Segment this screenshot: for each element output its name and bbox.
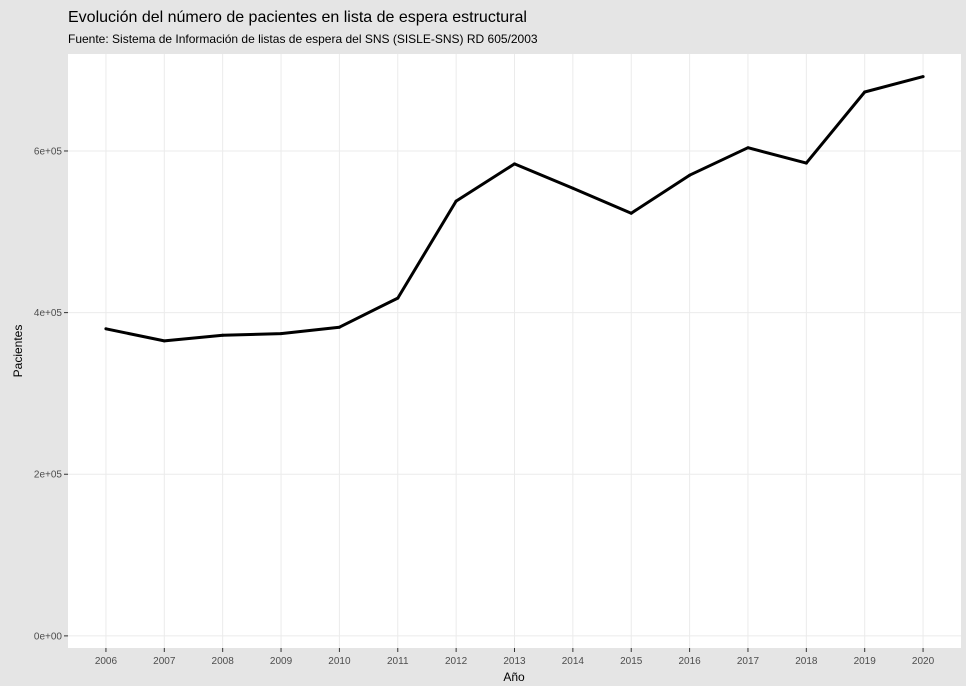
data-point	[921, 75, 925, 79]
y-axis-title: Pacientes	[11, 325, 25, 378]
data-point	[513, 162, 516, 166]
x-tick-label: 2015	[620, 656, 643, 667]
x-tick-label: 2020	[912, 656, 935, 667]
x-tick-label: 2012	[445, 656, 468, 667]
x-tick-label: 2019	[854, 656, 877, 667]
horizontal-gridlines	[68, 150, 961, 637]
data-point	[454, 199, 458, 203]
x-axis-title: Año	[503, 670, 525, 684]
chart-subtitle: Fuente: Sistema de Información de listas…	[68, 32, 538, 46]
data-point	[221, 333, 225, 337]
x-tick-label: 2008	[212, 656, 235, 667]
data-point	[104, 327, 108, 331]
x-tick-label: 2016	[678, 656, 701, 667]
data-point	[279, 332, 283, 336]
series-layer	[104, 75, 925, 343]
data-point	[162, 339, 166, 343]
y-tick-label: 6e+05	[34, 146, 63, 157]
x-tick-label: 2013	[503, 656, 526, 667]
y-tick-label: 4e+05	[34, 308, 63, 319]
y-tick-label: 0e+00	[34, 631, 63, 642]
x-tick-label: 2009	[270, 656, 293, 667]
chart-title: Evolución del número de pacientes en lis…	[68, 9, 527, 26]
vertical-gridlines	[105, 54, 924, 648]
x-axis-ticks: 2006 2007 2008 2009 2010 2011 2012 2013 2014 2015…	[95, 648, 935, 667]
data-point	[629, 211, 633, 215]
y-axis-ticks: 0e+00 2e+05 4e+05 6e+05	[34, 146, 68, 642]
data-point	[571, 186, 575, 190]
x-tick-label: 2010	[328, 656, 351, 667]
x-tick-label: 2011	[387, 656, 409, 667]
data-point	[746, 146, 750, 150]
data-point	[337, 325, 341, 329]
x-tick-label: 2014	[562, 656, 585, 667]
data-point	[396, 296, 400, 300]
data-point	[863, 90, 867, 94]
x-tick-label: 2006	[95, 656, 118, 667]
y-tick-label: 2e+05	[34, 470, 63, 481]
data-point	[688, 173, 692, 177]
x-tick-label: 2007	[153, 656, 176, 667]
data-point	[804, 161, 808, 165]
x-tick-label: 2018	[795, 656, 818, 667]
x-tick-label: 2017	[737, 656, 760, 667]
